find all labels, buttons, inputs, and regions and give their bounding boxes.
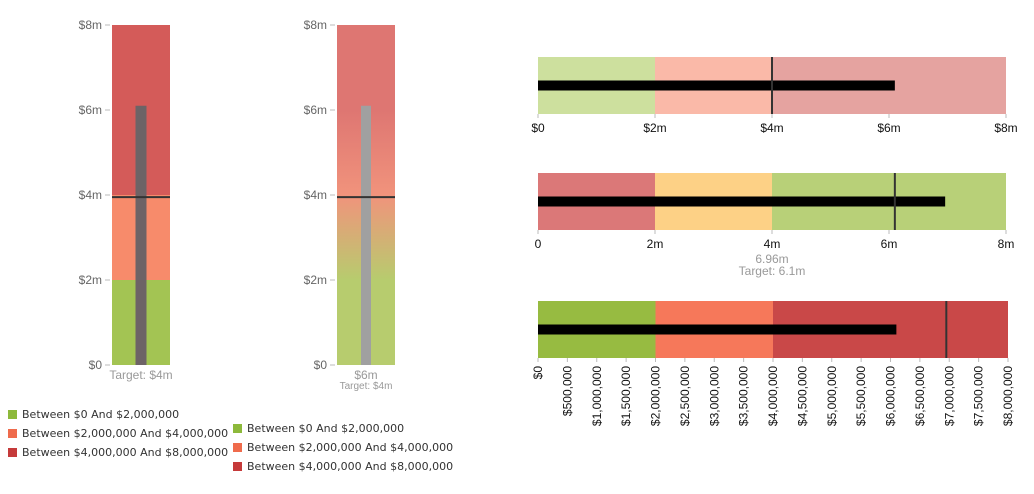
- tick-label: $6,000,000: [884, 366, 898, 426]
- tick-label: $8,000,000: [1001, 366, 1015, 426]
- legend-label: Between $2,000,000 And $4,000,000: [22, 427, 229, 440]
- legend-label: Between $0 And $2,000,000: [247, 422, 405, 435]
- tick-label: $2,000,000: [649, 366, 663, 426]
- tick-label: 2m: [647, 237, 664, 251]
- tick-label: $1,500,000: [619, 366, 633, 426]
- tick-label: $3,000,000: [707, 366, 721, 426]
- legend-item[interactable]: Between $2,000,000 And $4,000,000: [233, 438, 453, 457]
- tick-label: $2m: [643, 121, 666, 135]
- tick-label: $6m: [304, 103, 327, 117]
- legend-swatch: [233, 462, 242, 471]
- legend-label: Between $0 And $2,000,000: [22, 408, 180, 421]
- value-label: $6m: [354, 368, 377, 382]
- value-bar: [135, 105, 147, 365]
- tick-label: $2m: [304, 273, 327, 287]
- target-caption: Target: $4m: [109, 368, 172, 382]
- tick-label: $0: [531, 366, 545, 380]
- tick-label: $500,000: [560, 366, 574, 416]
- tick-label: $3,500,000: [737, 366, 751, 426]
- tick-label: $1,000,000: [590, 366, 604, 426]
- tick-label: $7,500,000: [972, 366, 986, 426]
- value-bar: [361, 105, 371, 365]
- legend-swatch: [8, 429, 17, 438]
- tick-label: $0: [531, 121, 545, 135]
- legend-label: Between $2,000,000 And $4,000,000: [247, 441, 454, 454]
- tick-label: $8m: [994, 121, 1017, 135]
- tick-label: 8m: [998, 237, 1015, 251]
- legend-swatch: [8, 448, 17, 457]
- legend-label: Between $4,000,000 And $8,000,000: [22, 446, 229, 459]
- value-label: 6.96m: [755, 252, 788, 266]
- tick-label: $0: [314, 358, 328, 372]
- value-bar: [538, 324, 897, 335]
- legend-swatch: [8, 410, 17, 419]
- legend-item[interactable]: Between $4,000,000 And $8,000,000: [233, 457, 453, 476]
- tick-label: $8m: [304, 18, 327, 32]
- tick-label: $5,500,000: [854, 366, 868, 426]
- value-bar: [538, 80, 895, 91]
- tick-label: $0: [89, 358, 103, 372]
- legend-swatch: [233, 424, 242, 433]
- tick-label: 0: [535, 237, 542, 251]
- tick-label: $2,500,000: [678, 366, 692, 426]
- legend-item[interactable]: Between $0 And $2,000,000: [8, 405, 228, 424]
- legend-item[interactable]: Between $0 And $2,000,000: [233, 419, 453, 438]
- tick-label: $4m: [760, 121, 783, 135]
- tick-label: $4m: [304, 188, 327, 202]
- tick-label: 4m: [764, 237, 781, 251]
- legend-item[interactable]: Between $2,000,000 And $4,000,000: [8, 424, 228, 443]
- legend-chart-1: Between $0 And $2,000,000 Between $2,000…: [8, 405, 228, 462]
- tick-label: $6m: [877, 121, 900, 135]
- legend-swatch: [233, 443, 242, 452]
- target-caption: Target: $4m: [340, 381, 393, 392]
- tick-label: 6m: [881, 237, 898, 251]
- tick-label: $4,000,000: [766, 366, 780, 426]
- tick-label: $2m: [79, 273, 102, 287]
- tick-label: $7,000,000: [942, 366, 956, 426]
- tick-label: $6m: [79, 103, 102, 117]
- legend-chart-2: Between $0 And $2,000,000 Between $2,000…: [233, 419, 453, 476]
- legend-label: Between $4,000,000 And $8,000,000: [247, 460, 454, 473]
- tick-label: $4m: [79, 188, 102, 202]
- tick-label: $8m: [79, 18, 102, 32]
- legend-item[interactable]: Between $4,000,000 And $8,000,000: [8, 443, 228, 462]
- tick-label: $4,500,000: [795, 366, 809, 426]
- value-bar: [538, 196, 946, 207]
- tick-label: $5,000,000: [825, 366, 839, 426]
- tick-label: $6,500,000: [913, 366, 927, 426]
- target-caption: Target: 6.1m: [739, 264, 806, 278]
